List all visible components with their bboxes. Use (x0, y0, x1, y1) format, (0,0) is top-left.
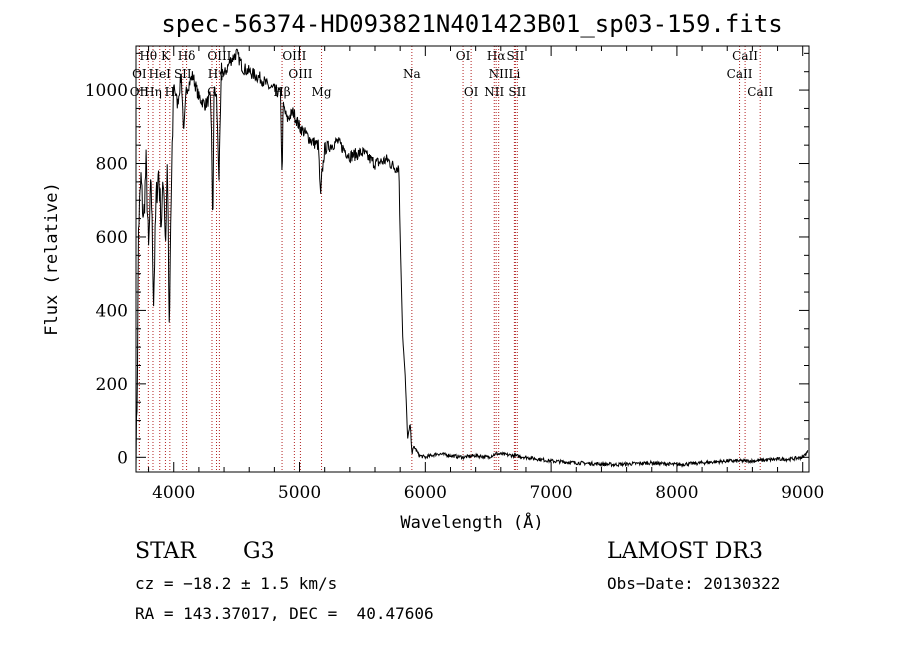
line-label-21: G (207, 85, 217, 99)
line-label-24: OI (464, 85, 479, 99)
x-axis-label: Wavelength (Å) (400, 511, 543, 533)
redshift-cz: cz = −18.2 ± 1.5 km/s (135, 574, 338, 593)
line-label-15: NII (489, 67, 509, 81)
line-label-17: CaII (727, 67, 753, 81)
x-tick-label-9000: 9000 (781, 483, 824, 503)
chart-title: spec-56374-HD093821N401423B01_sp03-159.f… (161, 10, 782, 38)
line-label-19: Hη (144, 85, 162, 99)
y-tick-label-400: 400 (96, 301, 128, 321)
line-label-0: Hθ (139, 49, 157, 63)
spectrum-chart: spec-56374-HD093821N401423B01_sp03-159.f… (42, 10, 824, 533)
x-tick-label-7000: 7000 (529, 483, 572, 503)
y-tick-label-600: 600 (96, 228, 128, 248)
line-label-26: SII (508, 85, 526, 99)
line-label-18: OII (130, 85, 150, 99)
line-label-8: SII (507, 49, 525, 63)
line-label-7: Hα (487, 49, 506, 63)
x-tick-label-4000: 4000 (152, 483, 195, 503)
x-tick-label-8000: 8000 (655, 483, 698, 503)
y-tick-label-1000: 1000 (85, 81, 128, 101)
line-label-3: OIII (207, 49, 231, 63)
line-label-1: K (161, 49, 171, 63)
line-label-20: H (165, 85, 175, 99)
line-label-5: Na (403, 67, 421, 81)
y-tick-label-200: 200 (96, 375, 128, 395)
line-label-16: Li (508, 67, 520, 81)
flux-series-line (135, 48, 809, 472)
x-tick-label-5000: 5000 (278, 483, 321, 503)
axis-ticks: 4000 5000 6000 7000 8000 9000 0 200 400 600 800 100… (85, 46, 824, 503)
line-label-25: NII (484, 85, 504, 99)
y-tick-label-0: 0 (117, 448, 128, 468)
observation-date: Obs−Date: 20130322 (607, 574, 781, 593)
line-label-2: Hδ (178, 49, 196, 63)
line-label-23: Mg (312, 85, 332, 99)
survey-name: LAMOST DR3 (607, 539, 763, 564)
plot-frame (135, 45, 810, 473)
ra-dec: RA = 143.37017, DEC = 40.47606 (135, 604, 434, 623)
line-label-4: OIII (282, 49, 306, 63)
line-label-27: CaII (747, 85, 773, 99)
line-label-14: OIII (288, 67, 312, 81)
line-label-11: HeI (149, 67, 172, 81)
y-axis-label: Flux (relative) (42, 182, 62, 336)
line-label-6: OI (456, 49, 471, 63)
y-tick-label-800: 800 (96, 155, 128, 175)
object-subclass: G3 (243, 539, 275, 564)
x-tick-label-6000: 6000 (404, 483, 447, 503)
line-label-9: CaII (732, 49, 758, 63)
object-class: STAR (135, 539, 196, 564)
line-label-12: SII (174, 67, 192, 81)
